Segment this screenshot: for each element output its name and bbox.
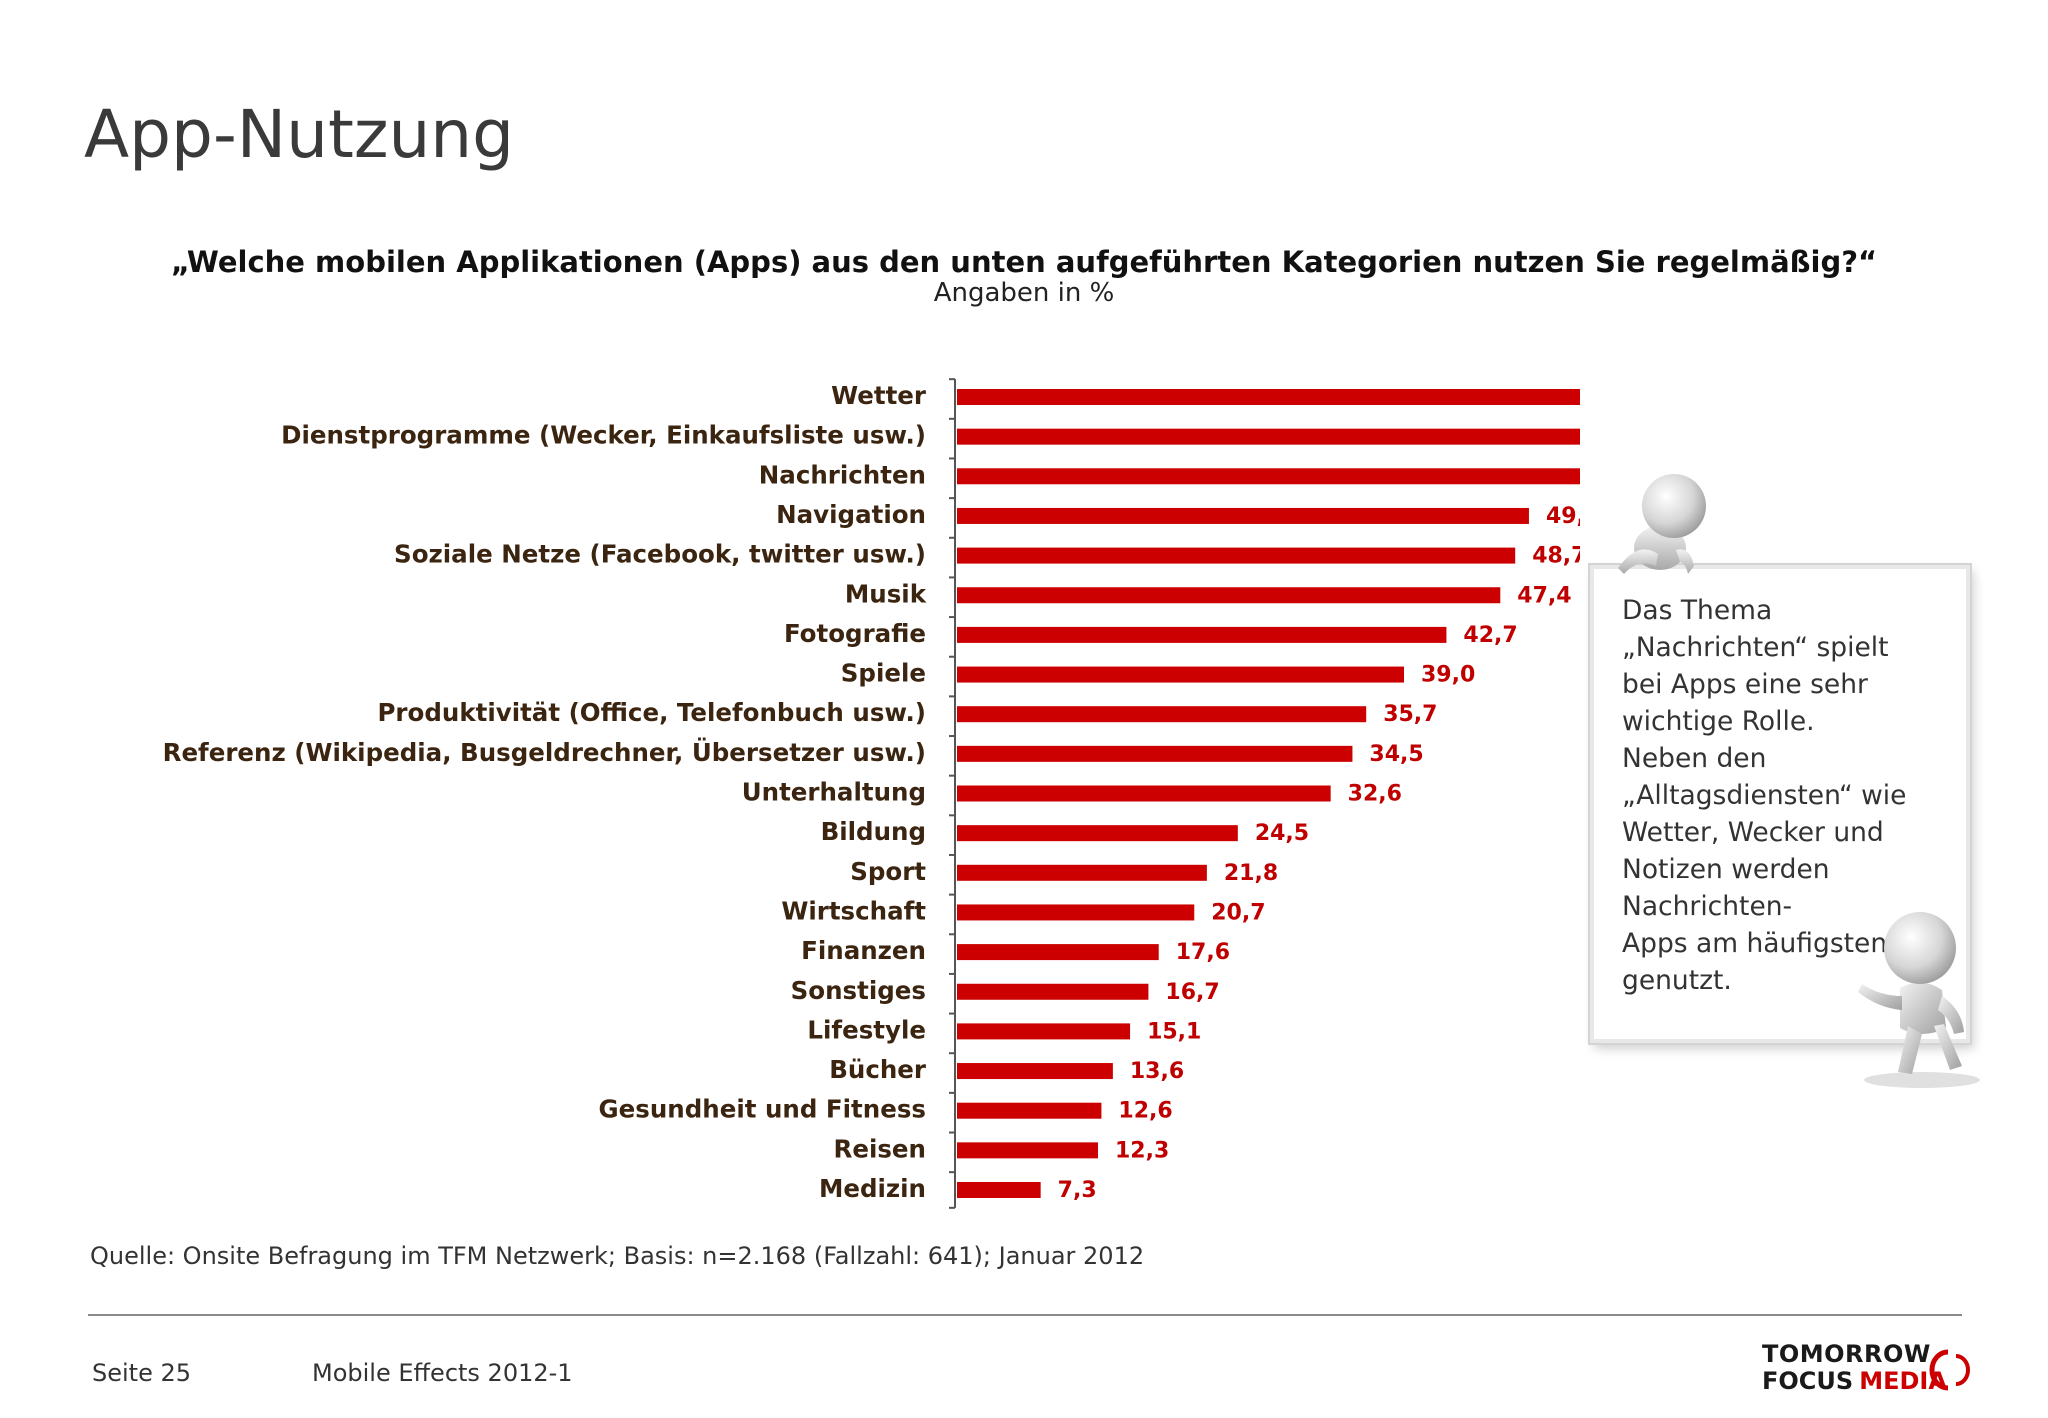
bar — [957, 944, 1159, 961]
value-label: 32,6 — [1348, 782, 1402, 807]
source-note: Quelle: Onsite Befragung im TFM Netzwerk… — [90, 1242, 1145, 1270]
value-label: 16,7 — [1165, 980, 1219, 1005]
bar — [957, 547, 1516, 564]
note-line: Notizen werden — [1622, 854, 1830, 885]
note-line: Nachrichten- — [1622, 891, 1793, 922]
category-label: Nachrichten — [759, 460, 926, 489]
bar — [957, 706, 1367, 723]
note-line: genutzt. — [1622, 965, 1732, 996]
value-label: 17,6 — [1176, 940, 1230, 965]
category-label: Medizin — [819, 1174, 926, 1203]
bar — [957, 785, 1331, 802]
bar — [957, 1182, 1041, 1198]
category-label: Referenz (Wikipedia, Busgeldrechner, Übe… — [163, 737, 926, 767]
logo-line2: FOCUS MEDIA — [1762, 1367, 1947, 1395]
bar — [957, 1142, 1098, 1159]
bar-chart: Wetter64,3Dienstprogramme (Wecker, Einka… — [163, 378, 1580, 1209]
value-label: 12,3 — [1115, 1138, 1169, 1163]
value-label: 12,6 — [1118, 1099, 1172, 1124]
chart-subtitle: Angaben in % — [933, 278, 1115, 308]
category-label: Lifestyle — [807, 1015, 926, 1044]
bar — [957, 745, 1353, 762]
category-label: Spiele — [841, 659, 926, 688]
value-label: 21,8 — [1224, 861, 1278, 886]
chart-question: „Welche mobilen Applikationen (Apps) aus… — [170, 245, 1878, 279]
category-label: Sonstiges — [791, 976, 926, 1005]
value-label: 7,3 — [1058, 1178, 1097, 1203]
value-label: 39,0 — [1421, 663, 1475, 688]
category-label: Bücher — [829, 1055, 927, 1084]
footer-divider — [88, 1314, 1962, 1316]
note-line: wichtige Rolle. — [1622, 706, 1815, 737]
value-label: 34,5 — [1369, 742, 1423, 767]
value-label: 35,7 — [1383, 702, 1437, 727]
note-line: bei Apps eine sehr — [1622, 669, 1868, 700]
note-line: Neben den — [1622, 743, 1767, 774]
category-label: Navigation — [776, 500, 926, 529]
bar — [957, 587, 1501, 604]
category-label: Gesundheit und Fitness — [599, 1095, 926, 1124]
bar — [957, 666, 1405, 683]
category-label: Reisen — [833, 1134, 926, 1163]
bar — [957, 468, 1580, 485]
category-label: Dienstprogramme (Wecker, Einkaufsliste u… — [281, 421, 926, 450]
category-label: Musik — [845, 579, 927, 608]
category-label: Produktivität (Office, Telefonbuch usw.) — [377, 698, 926, 727]
bar — [957, 389, 1580, 405]
value-label: 15,1 — [1147, 1019, 1201, 1044]
logo-arc-icon — [1955, 1354, 1970, 1386]
note-line: Apps am häufigsten — [1622, 928, 1888, 959]
note-line: „Nachrichten“ spielt — [1622, 632, 1889, 663]
bar — [957, 1102, 1102, 1119]
logo-line1: TOMORROW — [1762, 1340, 1931, 1368]
value-label: 24,5 — [1255, 821, 1309, 846]
value-label: 49,9 — [1546, 504, 1580, 529]
logo-arc-icon — [1929, 1349, 1949, 1391]
figure-leaning-icon — [1618, 474, 1706, 574]
value-label: 48,7 — [1532, 544, 1580, 569]
value-label: 42,7 — [1463, 623, 1517, 648]
category-label: Wetter — [831, 381, 927, 410]
category-label: Fotografie — [784, 619, 926, 648]
note-line: Das Thema — [1622, 595, 1773, 626]
category-label: Finanzen — [801, 936, 926, 965]
figure-pointing-icon — [1858, 912, 1980, 1088]
note-line: Wetter, Wecker und — [1622, 817, 1884, 848]
value-label: 20,7 — [1211, 900, 1265, 925]
bar — [957, 507, 1529, 524]
value-label: 47,4 — [1517, 583, 1571, 608]
value-label: 13,6 — [1130, 1059, 1184, 1084]
category-label: Sport — [850, 857, 926, 886]
bar — [957, 983, 1149, 1000]
bar — [957, 1023, 1131, 1040]
category-label: Wirtschaft — [781, 896, 926, 925]
bar — [957, 904, 1195, 921]
bar — [957, 1063, 1113, 1080]
category-label: Unterhaltung — [742, 778, 926, 807]
bar — [957, 626, 1447, 643]
note-line: „Alltagsdiensten“ wie — [1622, 780, 1907, 811]
bar — [957, 825, 1238, 842]
note-text: Das Thema „Nachrichten“ spielt bei Apps … — [1622, 592, 1922, 999]
page-number: Seite 25 — [92, 1359, 192, 1387]
report-name: Mobile Effects 2012-1 — [312, 1359, 573, 1387]
category-label: Bildung — [821, 817, 926, 846]
bar — [957, 428, 1580, 445]
category-label: Soziale Netze (Facebook, twitter usw.) — [394, 540, 926, 569]
page-title: App-Nutzung — [84, 96, 515, 173]
bar — [957, 864, 1207, 881]
tomorrow-focus-media-logo: TOMORROW FOCUS MEDIA — [1762, 1340, 1970, 1395]
